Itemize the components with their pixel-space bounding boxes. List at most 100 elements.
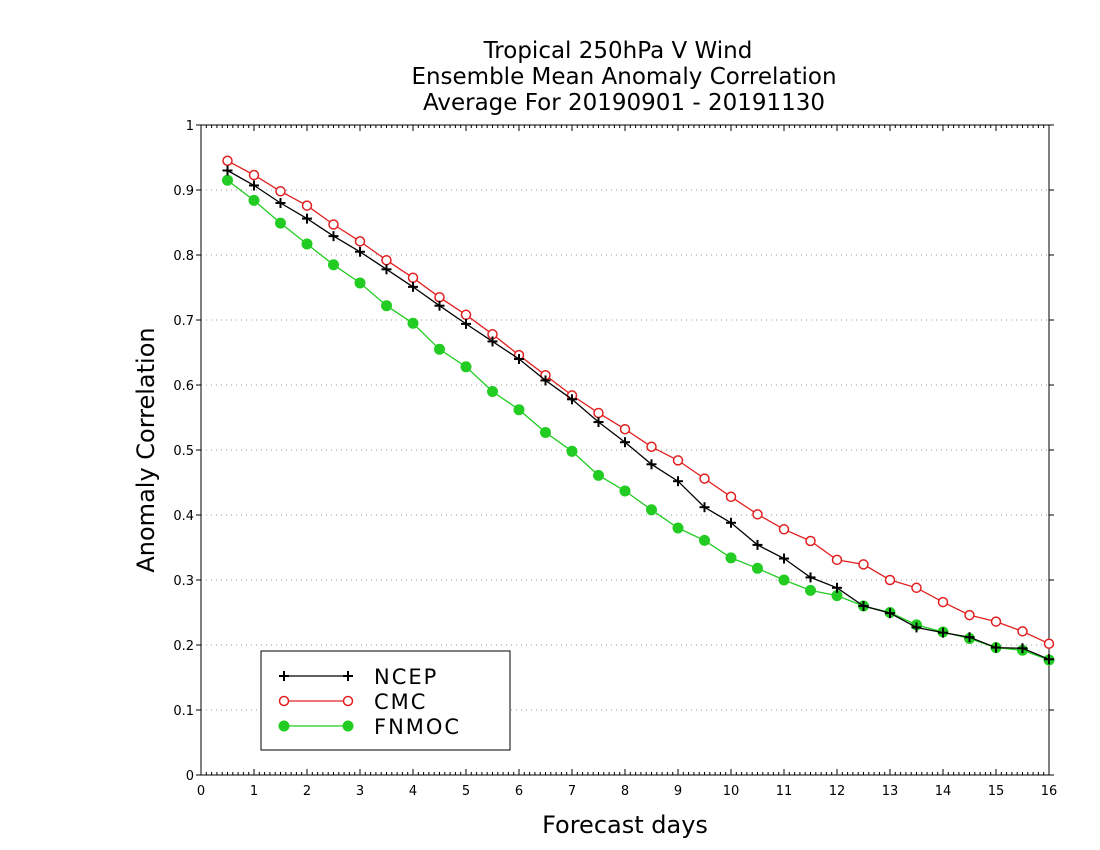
y-tick-label: 0.7: [173, 314, 194, 329]
data-point-fnmoc: [725, 552, 737, 564]
data-point-ncep: [249, 180, 259, 191]
legend-label-fnmoc: FNMOC: [374, 715, 461, 739]
x-tick-label: 8: [621, 784, 629, 799]
x-tick-label: 12: [829, 784, 846, 799]
data-point-ncep: [752, 539, 763, 550]
data-point-ncep: [381, 264, 392, 275]
data-point-cmc: [990, 616, 1002, 627]
data-point-cmc: [354, 236, 366, 247]
data-point-ncep: [858, 601, 869, 611]
data-point-cmc: [381, 254, 392, 266]
y-tick-label: 0.8: [173, 249, 194, 264]
legend-entry-cmc: CMC: [278, 690, 427, 714]
y-tick-label: 0.3: [173, 574, 194, 589]
data-point-cmc: [1043, 638, 1055, 649]
x-tick-label: 16: [1041, 784, 1058, 799]
data-point-cmc: [884, 574, 896, 586]
data-point-fnmoc: [513, 404, 525, 416]
y-tick-label: 1: [186, 119, 194, 134]
chart-title-line-1: Tropical 250hPa V Wind: [483, 38, 753, 64]
x-tick-label: 10: [723, 784, 740, 799]
data-point-cmc: [672, 455, 684, 466]
y-tick-label: 0.5: [173, 444, 194, 459]
data-point-cmc: [434, 292, 445, 303]
series-line-ncep: [227, 169, 1050, 660]
series-fnmoc: [222, 174, 1055, 666]
data-point-ncep: [355, 246, 365, 257]
data-point-fnmoc: [434, 343, 445, 355]
data-point-cmc: [937, 596, 949, 608]
x-tick-label: 5: [462, 784, 470, 799]
data-point-ncep: [911, 622, 922, 633]
legend-entry-ncep: NCEP: [279, 665, 436, 689]
legend-marker-cmc: [278, 695, 290, 707]
data-point-ncep: [1017, 643, 1028, 654]
data-point-ncep: [885, 608, 895, 619]
x-tick-label: 7: [568, 784, 576, 799]
data-point-fnmoc: [566, 445, 578, 457]
data-point-fnmoc: [460, 361, 472, 373]
data-point-cmc: [1017, 626, 1028, 637]
data-point-fnmoc: [778, 574, 790, 586]
data-point-ncep: [222, 165, 233, 176]
data-point-ncep: [832, 582, 842, 593]
x-tick-label: 6: [515, 784, 523, 799]
data-point-fnmoc: [752, 562, 763, 574]
x-tick-label: 15: [988, 784, 1005, 799]
data-point-cmc: [805, 535, 816, 547]
y-tick-label: 0.6: [173, 379, 194, 394]
data-point-cmc: [222, 155, 233, 166]
data-point-fnmoc: [619, 485, 631, 497]
data-point-ncep: [938, 627, 948, 638]
data-point-fnmoc: [646, 504, 657, 516]
data-point-fnmoc: [805, 584, 816, 596]
data-point-fnmoc: [672, 522, 684, 534]
y-tick-label: 0: [186, 769, 194, 784]
legend-entry-fnmoc: FNMOC: [278, 715, 461, 739]
data-point-cmc: [275, 186, 286, 197]
y-tick-label: 0.4: [173, 509, 194, 524]
data-point-ncep: [461, 318, 471, 329]
data-point-fnmoc: [540, 426, 551, 438]
data-point-ncep: [408, 281, 418, 292]
legend-label-cmc: CMC: [374, 690, 427, 714]
x-tick-label: 13: [882, 784, 899, 799]
axes: 00.10.20.30.40.50.60.70.80.910 1 2 3 4 5 6 7 8 9 1…: [173, 119, 1057, 799]
data-point-fnmoc: [381, 300, 392, 312]
x-tick-label: 3: [356, 784, 364, 799]
data-point-ncep: [646, 459, 657, 470]
data-point-ncep: [726, 517, 736, 528]
data-point-cmc: [301, 200, 313, 211]
legend-marker-fnmoc: [342, 720, 354, 732]
data-point-cmc: [593, 407, 604, 419]
data-point-ncep: [991, 642, 1001, 653]
x-tick-label: 1: [250, 784, 258, 799]
data-point-cmc: [911, 582, 922, 594]
legend-marker-cmc: [342, 695, 354, 707]
data-point-ncep: [593, 417, 604, 428]
data-point-fnmoc: [593, 469, 604, 481]
chart-title-line-3: Average For 20190901 - 20191130: [423, 90, 825, 116]
x-tick-label: 4: [409, 784, 417, 799]
data-point-cmc: [964, 609, 975, 621]
data-point-cmc: [248, 169, 260, 181]
data-point-fnmoc: [354, 277, 366, 289]
chart-title-line-2: Ensemble Mean Anomaly Correlation: [411, 64, 836, 90]
series-ncep: [222, 165, 1054, 665]
data-point-ncep: [779, 553, 789, 564]
data-point-cmc: [831, 554, 843, 566]
data-point-fnmoc: [407, 317, 419, 329]
data-point-ncep: [302, 213, 312, 224]
x-tick-label: 0: [197, 784, 205, 799]
legend-marker-ncep: [343, 671, 353, 681]
data-point-ncep: [805, 572, 816, 583]
data-point-ncep: [540, 375, 551, 386]
data-point-cmc: [699, 473, 710, 484]
data-point-ncep: [434, 300, 445, 311]
data-point-cmc: [328, 219, 339, 230]
data-point-ncep: [673, 476, 683, 487]
data-point-fnmoc: [487, 386, 498, 397]
x-tick-label: 2: [303, 784, 311, 799]
